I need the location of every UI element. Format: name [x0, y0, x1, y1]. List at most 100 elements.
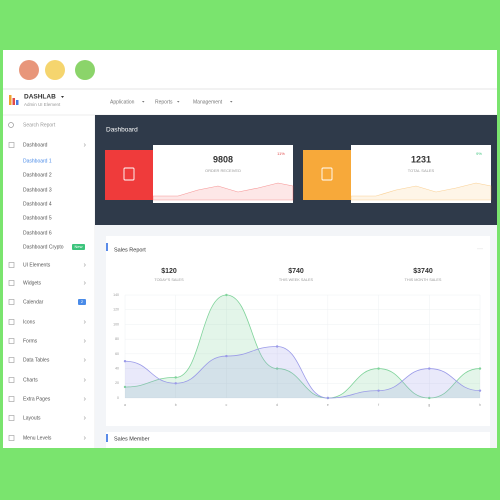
- sales-stat-value: $120: [161, 268, 177, 275]
- data-point: [428, 367, 431, 370]
- chevron: [83, 281, 86, 285]
- menu-item[interactable]: Data Tables: [23, 357, 50, 363]
- x-tick-label: b: [175, 403, 177, 407]
- data-point: [478, 389, 482, 392]
- accent: [106, 243, 108, 251]
- card-icon: [123, 167, 135, 181]
- sparkline: [350, 182, 492, 201]
- nav-item[interactable]: Reports: [155, 99, 173, 105]
- menu-item[interactable]: UI Elements: [23, 262, 51, 268]
- chevron: [83, 436, 86, 440]
- submenu-item[interactable]: Dashboard 6: [23, 230, 52, 236]
- chevron: [83, 378, 86, 382]
- chevron: [83, 320, 86, 324]
- y-tick-label: 120: [113, 308, 119, 312]
- x-tick-label: g: [428, 403, 430, 407]
- data-point: [174, 382, 177, 385]
- menu-item[interactable]: Icons: [23, 319, 35, 325]
- accent: [106, 434, 108, 442]
- card-icon-box: [303, 150, 351, 200]
- nav-item[interactable]: Management: [193, 99, 223, 105]
- submenu-item[interactable]: Dashboard Crypto: [23, 244, 64, 250]
- sales-stat-value: $3740: [413, 268, 433, 275]
- menu-item[interactable]: Calendar: [23, 299, 44, 305]
- data-point: [174, 376, 177, 379]
- menu-icon: [8, 415, 15, 421]
- menu-item[interactable]: Charts: [23, 377, 38, 383]
- menu-icon: [8, 357, 15, 363]
- badge-text: 2: [81, 299, 84, 304]
- window-maximize[interactable]: [75, 60, 95, 80]
- data-point: [123, 385, 127, 389]
- menu-icon: [8, 142, 15, 148]
- stat-label: ORDER RECEIVED: [205, 168, 241, 173]
- menu-icon: [8, 262, 15, 268]
- chevron: [83, 143, 86, 147]
- x-tick-label: h: [479, 403, 481, 407]
- stat-change: 11%: [277, 151, 285, 156]
- caret: [61, 96, 64, 98]
- x-tick-label: e: [327, 403, 329, 407]
- menu-icon: [8, 377, 15, 383]
- y-tick-label: 140: [113, 293, 119, 297]
- area-fill: [125, 295, 480, 398]
- data-point: [377, 389, 380, 392]
- search[interactable]: Search Report: [23, 122, 56, 128]
- card-icon-box: [105, 150, 153, 200]
- sales-card: [106, 236, 490, 426]
- menu-item[interactable]: Widgets: [23, 280, 42, 286]
- badge: [72, 244, 85, 250]
- submenu-item[interactable]: Dashboard 2: [23, 172, 52, 178]
- data-point: [225, 293, 228, 297]
- menu-item[interactable]: Forms: [23, 338, 38, 344]
- menu-item[interactable]: Dashboard: [23, 142, 48, 148]
- sales-stat-label: TODAY'S SALES: [154, 278, 184, 282]
- menu-icon: [8, 338, 15, 344]
- data-point: [123, 360, 127, 363]
- menu-icon: [8, 319, 15, 325]
- more-menu[interactable]: ···: [477, 247, 483, 253]
- submenu-item[interactable]: Dashboard 3: [23, 187, 52, 193]
- stat-label: TOTAL SALES: [408, 168, 435, 173]
- y-tick-label: 40: [115, 366, 119, 370]
- menu-icon: [8, 280, 15, 286]
- nav-item[interactable]: Application: [110, 99, 135, 105]
- x-tick-label: a: [124, 403, 126, 407]
- search-icon: [8, 122, 14, 128]
- stat-change: 9%: [476, 151, 482, 156]
- stat-card: [351, 145, 491, 203]
- y-tick-label: 100: [113, 322, 119, 326]
- brand-tagline: Admin UI Element: [24, 102, 61, 107]
- submenu-item[interactable]: Dashboard 1: [23, 158, 52, 164]
- badge-text: New: [74, 244, 82, 249]
- y-tick-label: 60: [115, 352, 119, 356]
- menu-item[interactable]: Menu Levels: [23, 435, 52, 441]
- menu-item[interactable]: Extra Pages: [23, 396, 51, 402]
- sales-stat-value: $740: [288, 268, 304, 275]
- stat-card: [153, 145, 293, 203]
- logo-bar: [9, 95, 12, 105]
- window-minimize[interactable]: [45, 60, 65, 80]
- menu-item[interactable]: Layouts: [23, 415, 41, 421]
- chevron: [83, 416, 86, 420]
- caret: [177, 101, 180, 103]
- chevron: [83, 339, 86, 343]
- menu-icon: [8, 396, 15, 402]
- data-point: [377, 367, 380, 370]
- menu-icon: [8, 435, 15, 441]
- data-point: [225, 354, 228, 358]
- submenu-item[interactable]: Dashboard 5: [23, 215, 52, 221]
- caret: [230, 101, 233, 103]
- stat-value: 1231: [411, 154, 431, 164]
- sales-title: Sales Report: [114, 247, 146, 253]
- data-point: [478, 367, 482, 370]
- brand-name[interactable]: DASHLAB: [24, 94, 56, 101]
- sparkline: [152, 182, 294, 201]
- window-close[interactable]: [19, 60, 39, 80]
- y-tick-label: 20: [115, 381, 119, 385]
- stat-value: 9808: [213, 154, 233, 164]
- submenu-item[interactable]: Dashboard 4: [23, 201, 52, 207]
- series-line: [124, 294, 481, 399]
- data-point: [275, 367, 279, 370]
